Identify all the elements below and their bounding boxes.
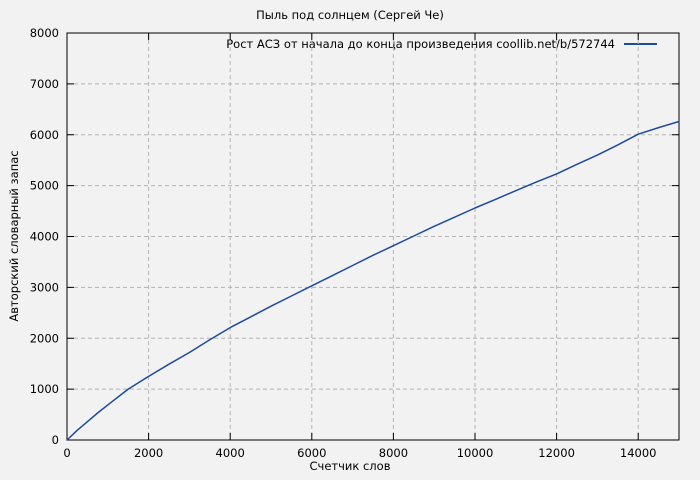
legend-line-sample	[624, 43, 657, 45]
x-axis-label: Счетчик слов	[309, 459, 391, 473]
y-tick-label: 0	[52, 433, 59, 447]
x-tick-label: 2000	[134, 446, 163, 460]
y-tick-label: 5000	[30, 179, 59, 193]
chart-title: Пыль под солнцем (Сергей Че)	[256, 8, 444, 22]
x-tick-label: 0	[63, 446, 70, 460]
series-line	[66, 120, 680, 441]
y-tick-label: 3000	[30, 280, 59, 294]
x-tick-label: 4000	[216, 446, 245, 460]
legend: Рост АСЗ от начала до конца произведения…	[226, 37, 657, 51]
x-tick-label: 12000	[538, 446, 575, 460]
x-tick-label: 8000	[379, 446, 408, 460]
y-tick-label: 7000	[30, 77, 59, 91]
y-tick-label: 4000	[30, 230, 59, 244]
x-tick-label: 6000	[297, 446, 326, 460]
y-axis-label: Авторский словарный запас	[7, 150, 21, 322]
y-tick-label: 8000	[30, 26, 59, 40]
y-tick-label: 1000	[30, 382, 59, 396]
legend-label: Рост АСЗ от начала до конца произведения…	[226, 37, 615, 51]
y-tick-label: 2000	[30, 331, 59, 345]
x-tick-label: 10000	[457, 446, 494, 460]
x-tick-label: 14000	[620, 446, 657, 460]
y-tick-label: 6000	[30, 128, 59, 142]
